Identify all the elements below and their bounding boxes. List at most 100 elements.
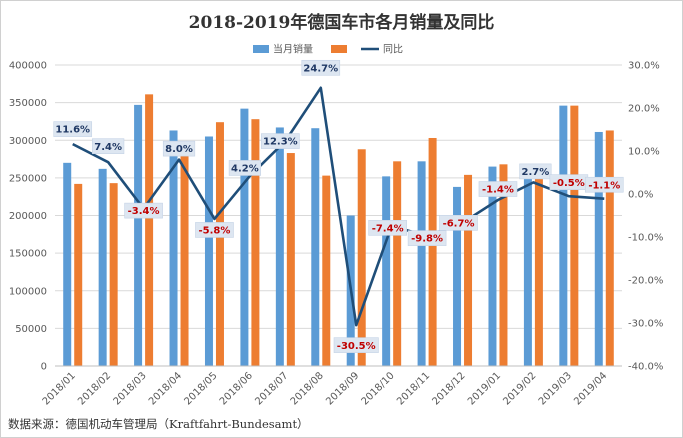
y-left-tick-label: 100000 <box>9 286 47 297</box>
legend-label: 同比 <box>383 44 403 56</box>
y-left-tick-label: 200000 <box>9 211 47 222</box>
legend-swatch-bar <box>331 45 347 53</box>
data-label-box <box>228 160 262 176</box>
data-label: -1.1% <box>588 180 620 191</box>
bar-2018-sales <box>311 128 320 366</box>
bar-2019-sales <box>605 130 614 366</box>
x-tick-label: 2018/12 <box>430 370 467 407</box>
data-label: 12.3% <box>263 137 298 148</box>
bars <box>63 94 614 367</box>
x-tick-label: 2018/03 <box>112 370 149 407</box>
data-label-box <box>195 222 234 238</box>
data-label-box <box>478 181 518 197</box>
bar-2019-sales <box>74 183 83 366</box>
bar-2019-sales <box>322 175 331 366</box>
bar-2018-sales <box>204 136 213 366</box>
x-tick-label: 2018/02 <box>76 370 113 407</box>
data-label-box <box>53 121 93 137</box>
data-label: 8.0% <box>165 144 193 155</box>
bar-2019-sales <box>428 137 437 366</box>
y-left-tick-label: 250000 <box>9 173 47 184</box>
data-label-box <box>333 337 379 353</box>
x-tick-label: 2018/07 <box>253 370 290 407</box>
bar-2019-sales <box>145 94 154 366</box>
x-tick-label: 2018/10 <box>360 370 397 407</box>
bar-2018-sales <box>240 108 249 367</box>
y-left-tick-label: 50000 <box>15 324 47 335</box>
data-label-box <box>519 163 552 180</box>
bar-2019-sales <box>393 161 402 366</box>
y-right-tick-label: -20.0% <box>628 276 663 287</box>
y-right-tick-label: 0.0% <box>628 190 653 201</box>
x-tick-label: 2018/01 <box>41 370 78 407</box>
data-label: 7.4% <box>94 142 122 153</box>
x-tick-label: 2018/06 <box>218 370 255 407</box>
bar-2018-sales <box>98 168 107 366</box>
bar-2019-sales <box>215 122 224 366</box>
bar-2019-sales <box>357 149 366 366</box>
data-label-box <box>162 140 196 157</box>
data-label-box <box>407 230 447 246</box>
data-label: 24.7% <box>303 63 338 74</box>
data-label: -5.8% <box>199 226 231 237</box>
bar-2019-sales <box>109 183 118 366</box>
bar-2018-sales <box>417 161 426 366</box>
bar-2018-sales <box>594 131 603 366</box>
x-tick-label: 2018/05 <box>182 370 219 407</box>
legend-swatch-bar <box>253 45 269 53</box>
y-right-tick-label: 20.0% <box>628 104 660 115</box>
y-left-tick-label: 350000 <box>9 98 47 109</box>
source-note: 数据来源：德国机动车管理局（Kraftfahrt-Bundesamt） <box>8 417 309 431</box>
data-label-box <box>301 59 341 76</box>
legend: 当月销量 同比 <box>253 43 403 56</box>
bar-2019-sales <box>180 147 189 366</box>
bar-2018-sales <box>488 166 497 366</box>
bar-2018-sales <box>63 162 72 366</box>
data-label: 4.2% <box>231 164 259 175</box>
data-labels: 11.6% 7.4% -3.4% 8.0% -5.8% 4.2% 12.3% 24.7% -30… <box>53 59 624 353</box>
y-right-tick-label: 30.0% <box>628 61 660 72</box>
data-label: -1.4% <box>482 185 514 196</box>
x-tick-label: 2018/09 <box>324 370 361 407</box>
bar-2018-sales <box>453 186 462 366</box>
y-left-tick-label: 300000 <box>9 136 47 147</box>
bar-2019-sales <box>499 164 508 366</box>
data-label-box <box>261 133 300 149</box>
data-label: -9.8% <box>411 234 443 245</box>
data-label: -3.4% <box>128 206 160 217</box>
bar-2018-sales <box>382 176 391 366</box>
data-label-box <box>368 220 407 236</box>
data-label-box <box>439 215 478 231</box>
chart-title: 2018-2019年德国车市各月销量及同比 <box>188 13 495 33</box>
bar-2019-sales <box>251 119 260 367</box>
data-label: 2.7% <box>522 167 550 178</box>
data-label: -0.5% <box>553 178 585 189</box>
data-label: -6.7% <box>443 218 475 229</box>
data-label-box <box>584 176 624 193</box>
bar-2018-sales <box>169 130 178 366</box>
data-label-box <box>124 202 163 219</box>
y-right-tick-label: -10.0% <box>628 233 663 244</box>
data-label: -7.4% <box>372 223 404 234</box>
bar-2018-sales <box>134 104 143 366</box>
y-left-tick-label: 0 <box>41 362 47 373</box>
bar-2019-sales <box>286 153 295 366</box>
bar-2019-sales <box>534 174 543 366</box>
bar-2018-sales <box>275 127 284 367</box>
data-label-box <box>92 138 125 154</box>
y-right-tick-label: -40.0% <box>628 362 663 373</box>
y-right-tick-label: -30.0% <box>628 319 663 330</box>
x-tick-label: 2019/01 <box>466 370 503 407</box>
bar-2018-sales <box>559 105 568 366</box>
x-tick-label: 2018/08 <box>289 370 326 407</box>
bar-2019-sales <box>464 174 473 366</box>
data-label: 11.6% <box>55 125 90 136</box>
y-left-tick-label: 150000 <box>9 249 47 260</box>
x-tick-label: 2018/11 <box>395 370 432 407</box>
bar-2019-sales <box>570 105 579 366</box>
y-right-tick-label: 10.0% <box>628 147 660 158</box>
x-tick-label: 2019/04 <box>572 370 609 407</box>
x-tick-label: 2019/03 <box>537 370 574 407</box>
legend-label: 当月销量 <box>273 43 313 56</box>
